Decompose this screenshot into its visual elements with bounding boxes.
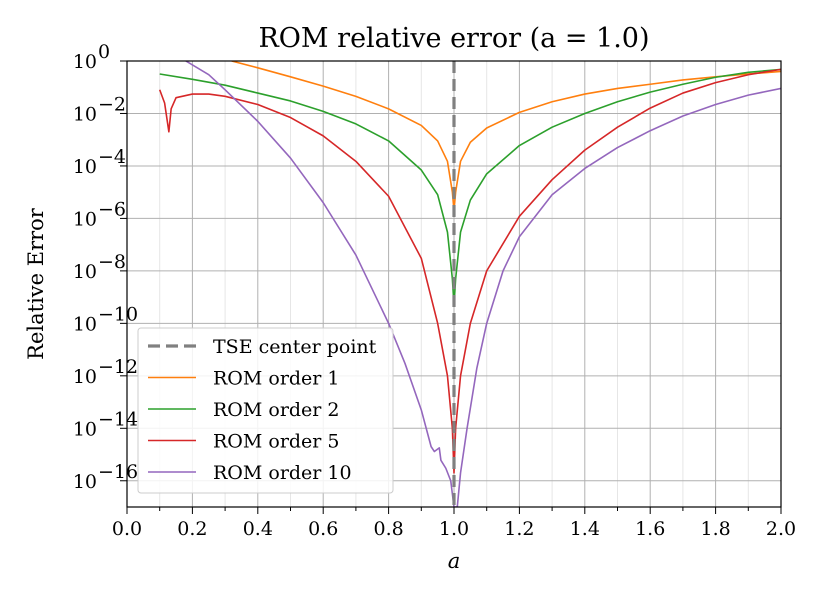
x-tick-label: 1.2: [504, 518, 534, 540]
legend-label: TSE center point: [213, 336, 377, 358]
y-tick-label: 10: [73, 471, 97, 493]
legend-label: ROM order 5: [213, 431, 340, 453]
x-tick-label: 0.4: [243, 518, 273, 540]
series-line: [185, 61, 781, 507]
x-tick-label: 1.0: [439, 518, 469, 540]
y-tick-exponent: 0: [98, 41, 110, 63]
y-tick-exponent: −12: [98, 356, 138, 378]
x-tick-label: 1.6: [635, 518, 665, 540]
y-tick-exponent: −4: [98, 146, 126, 168]
x-tick-label: 0.2: [177, 518, 207, 540]
chart-title: ROM relative error (a = 1.0): [258, 23, 649, 54]
y-tick-label: 10: [73, 103, 97, 125]
series-line: [231, 61, 781, 212]
y-tick-exponent: −16: [98, 461, 138, 483]
x-tick-label: 2.0: [766, 518, 796, 540]
x-tick-label: 0.0: [112, 518, 142, 540]
legend-label: ROM order 2: [213, 399, 340, 421]
y-tick-label: 10: [73, 366, 97, 388]
legend-label: ROM order 1: [213, 368, 340, 390]
series-line: [158, 68, 781, 474]
y-tick-label: 10: [73, 156, 97, 178]
y-tick-exponent: −14: [98, 408, 138, 430]
x-tick-label: 0.6: [308, 518, 338, 540]
y-tick-label: 10: [73, 261, 97, 283]
series-line: [159, 68, 781, 306]
x-tick-label: 1.8: [700, 518, 730, 540]
y-tick-label: 10: [73, 418, 97, 440]
y-tick-exponent: −10: [98, 303, 138, 325]
legend-label: ROM order 10: [213, 462, 352, 484]
y-tick-exponent: −8: [98, 251, 126, 273]
series-layer: [158, 61, 781, 507]
y-tick-exponent: −6: [98, 198, 126, 220]
y-tick-exponent: −2: [98, 93, 126, 115]
legend-box: [137, 327, 394, 494]
legend: TSE center point ROM order 1 ROM order 2 RO…: [137, 327, 394, 494]
x-axis-label: a: [448, 549, 461, 573]
y-tick-label: 10: [73, 51, 97, 73]
y-tick-label: 10: [73, 313, 97, 335]
x-tick-label: 1.4: [570, 518, 600, 540]
y-axis-label: Relative Error: [24, 207, 48, 360]
x-tick-label: 0.8: [373, 518, 403, 540]
y-tick-label: 10: [73, 208, 97, 230]
